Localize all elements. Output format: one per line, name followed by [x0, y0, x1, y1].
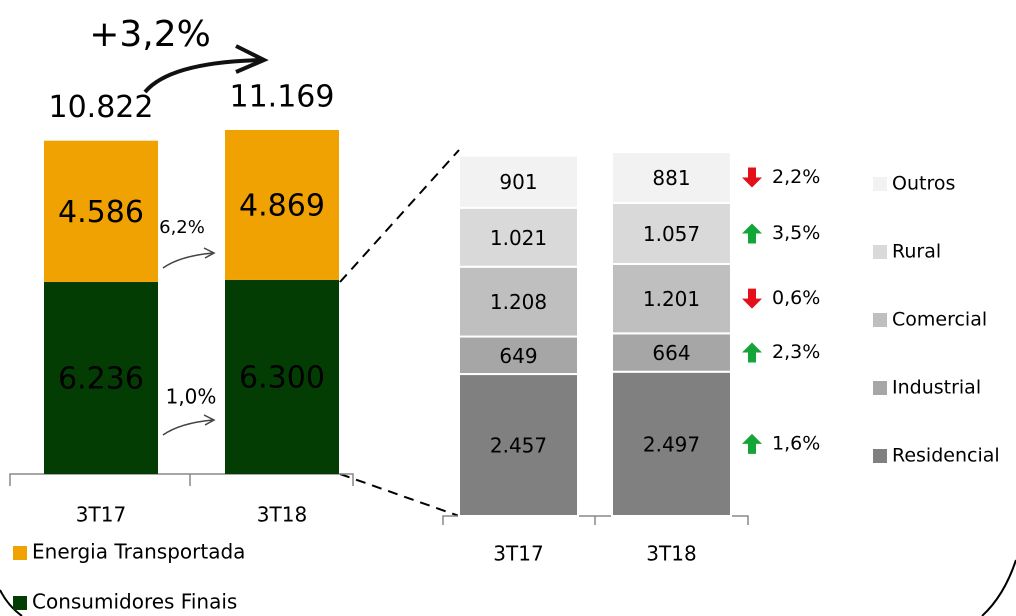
bar-segment	[611, 151, 732, 204]
x-tick-label: 3T17	[493, 542, 543, 566]
legend-swatch	[873, 381, 887, 395]
value-label: 901	[499, 170, 537, 194]
legend-swatch	[13, 596, 27, 610]
frame	[0, 589, 23, 616]
value-label: 2.497	[643, 432, 700, 456]
bar-segment	[611, 262, 732, 335]
small-arrow	[162, 252, 214, 269]
trend-arrow	[742, 433, 762, 454]
value-label: 6.236	[58, 361, 144, 396]
bar-segment	[225, 130, 339, 280]
bar-segment	[44, 140, 158, 282]
small-arrow	[162, 419, 214, 436]
x-tick-label: 3T17	[76, 503, 126, 527]
value-label: 6.300	[239, 360, 325, 395]
total-label: 11.169	[230, 80, 335, 115]
value-label: 881	[652, 166, 690, 190]
trend-arrow	[742, 223, 762, 244]
legend-swatch	[13, 546, 27, 560]
value-label: 4.586	[58, 195, 144, 230]
legend-label: Industrial	[892, 377, 981, 399]
value-label: 1.201	[643, 287, 700, 311]
total-label: 10.822	[49, 90, 154, 125]
annotation: 1,0%	[166, 385, 217, 409]
legend-label: Comercial	[892, 309, 987, 331]
zoom-line	[339, 149, 460, 283]
legend-label: Outros	[892, 173, 955, 195]
x-tick-label: 3T18	[257, 503, 307, 527]
bar-segment	[458, 206, 579, 268]
change-label: 1,6%	[772, 432, 820, 454]
growth-arrow	[143, 58, 263, 94]
value-label: 1.021	[490, 226, 547, 250]
change-label: 3,5%	[772, 222, 820, 244]
bar-segment	[44, 281, 158, 474]
legend-label: Energia Transportada	[32, 540, 245, 564]
value-label: 664	[652, 341, 690, 365]
value-label: 4.869	[239, 188, 325, 223]
bar-segment	[458, 335, 579, 376]
value-label: 2.457	[490, 434, 547, 458]
bar-segment	[611, 370, 732, 517]
bar-segment	[225, 279, 339, 474]
legend-swatch	[873, 245, 887, 259]
trend-arrow	[742, 342, 762, 363]
value-label: 1.057	[643, 222, 700, 246]
annotation: +3,2%	[89, 14, 211, 55]
legend-label: Consumidores Finais	[32, 590, 237, 614]
value-label: 649	[499, 344, 537, 368]
legend-swatch	[873, 449, 887, 463]
zoom-line	[339, 473, 460, 517]
bar-segment	[458, 154, 579, 209]
change-label: 0,6%	[772, 287, 820, 309]
x-axis	[9, 473, 354, 486]
legend-label: Rural	[892, 241, 941, 263]
frame	[981, 559, 1016, 616]
annotation: 6,2%	[159, 217, 205, 238]
bar-segment	[611, 201, 732, 265]
legend-swatch	[873, 177, 887, 191]
small-arrow	[203, 247, 216, 259]
value-label: 1.208	[490, 290, 547, 314]
change-label: 2,3%	[772, 341, 820, 363]
bar-segment	[458, 373, 579, 518]
change-label: 2,2%	[772, 166, 820, 188]
legend-label: Residencial	[892, 445, 1000, 467]
growth-arrow	[235, 44, 269, 74]
x-tick-label: 3T18	[646, 542, 696, 566]
legend-swatch	[873, 313, 887, 327]
trend-arrow	[742, 167, 762, 188]
small-arrow	[203, 414, 216, 426]
x-axis	[442, 515, 749, 525]
trend-arrow	[742, 288, 762, 309]
bar-segment	[458, 265, 579, 338]
